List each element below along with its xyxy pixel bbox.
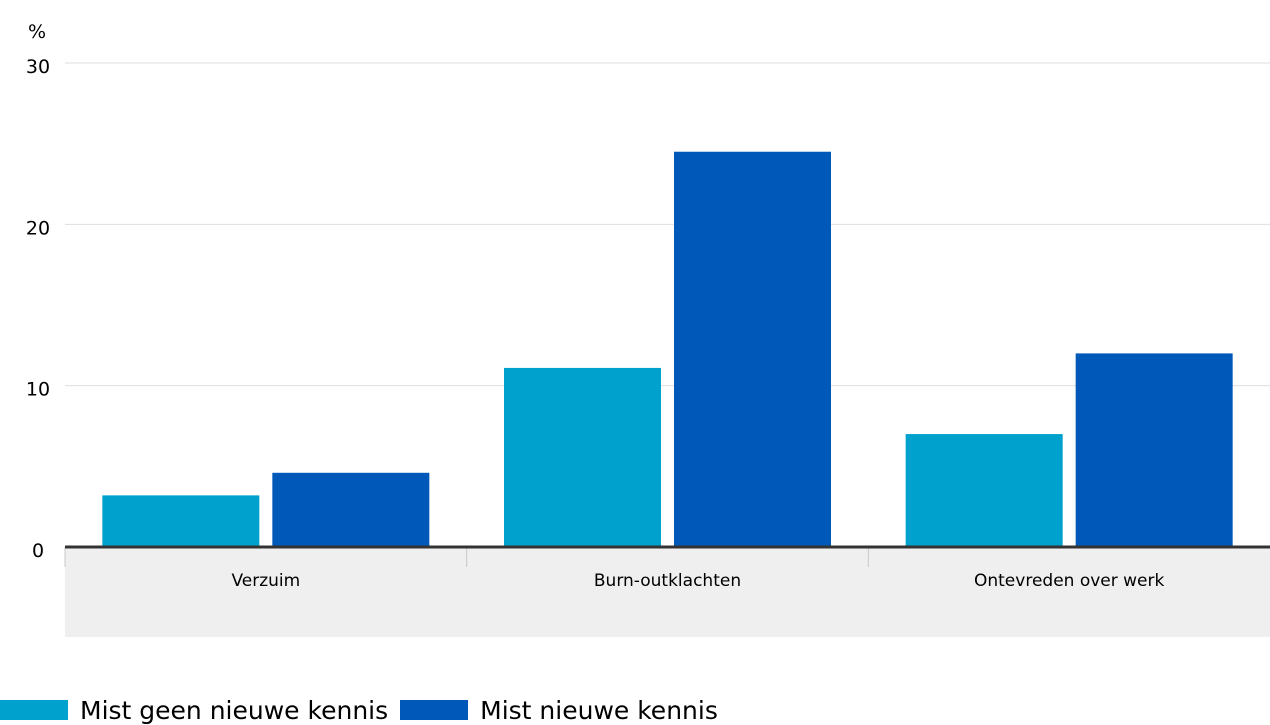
y-axis-tick-labels: 0 10 20 30 [26, 56, 50, 562]
y-axis-unit: % [28, 21, 46, 43]
bars [102, 152, 1232, 547]
bar-2-1 [272, 473, 429, 547]
y-tick-label-10: 10 [26, 379, 50, 401]
legend-label-series-2: Mist nieuwe kennis [480, 696, 718, 725]
bar-1-1 [102, 495, 259, 547]
legend-item-series-2: Mist nieuwe kennis [400, 696, 718, 725]
x-axis-band [65, 547, 1270, 637]
gridlines [65, 63, 1270, 386]
bar-2-2 [674, 152, 831, 547]
y-tick-label-0: 0 [32, 540, 44, 562]
bar-1-2 [504, 368, 661, 547]
y-tick-label-30: 30 [26, 56, 50, 78]
legend-swatch-series-2 [400, 700, 468, 720]
legend-swatch-series-1 [0, 700, 68, 720]
x-tick-label-1: Verzuim [231, 571, 300, 591]
legend-label-series-1: Mist geen nieuwe kennis [80, 696, 388, 725]
legend: Mist geen nieuwe kennis Mist nieuwe kenn… [0, 695, 730, 725]
x-tick-label-2: Burn-outklachten [594, 571, 741, 591]
y-tick-label-20: 20 [26, 217, 50, 239]
legend-item-series-1: Mist geen nieuwe kennis [0, 696, 388, 725]
bar-2-3 [1076, 353, 1233, 547]
x-tick-label-3: Ontevreden over werk [974, 571, 1165, 591]
bar-1-3 [906, 434, 1063, 547]
